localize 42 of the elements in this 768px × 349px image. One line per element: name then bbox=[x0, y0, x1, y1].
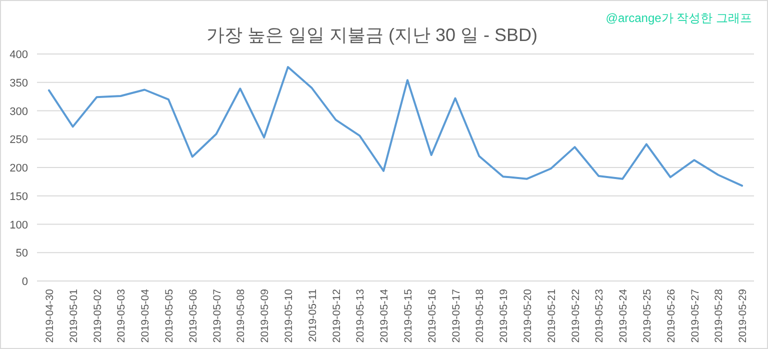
y-tick-label: 250 bbox=[10, 134, 28, 146]
x-tick-label: 2019-05-28 bbox=[713, 288, 726, 343]
x-tick-label: 2019-05-10 bbox=[282, 288, 295, 343]
x-tick-label: 2019-05-13 bbox=[354, 288, 367, 343]
x-tick-label: 2019-05-09 bbox=[259, 288, 272, 343]
x-tick-label: 2019-05-17 bbox=[450, 288, 462, 343]
x-tick-label: 2019-05-20 bbox=[522, 288, 534, 343]
x-tick-label: 2019-05-05 bbox=[163, 288, 176, 343]
chart-title: 가장 높은 일일 지불금 (지난 30 일 - SBD) bbox=[206, 25, 538, 45]
x-tick-label: 2019-05-29 bbox=[737, 288, 750, 343]
y-tick-label: 350 bbox=[10, 77, 28, 90]
x-tick-label: 2019-05-03 bbox=[116, 288, 128, 343]
x-tick-label: 2019-05-15 bbox=[402, 288, 414, 343]
x-tick-label: 2019-05-14 bbox=[378, 288, 391, 343]
y-tick-label: 300 bbox=[10, 106, 28, 118]
x-tick-label: 2019-05-21 bbox=[546, 288, 558, 343]
x-tick-label: 2019-05-06 bbox=[187, 288, 200, 343]
x-tick-label: 2019-05-25 bbox=[641, 288, 654, 343]
y-tick-label: 50 bbox=[16, 248, 28, 260]
line-series bbox=[48, 66, 744, 187]
text: @arcange가 작성한 그래프 bbox=[606, 11, 752, 25]
x-tick-label: 2019-05-02 bbox=[92, 288, 104, 343]
x-tick-label: 2019-05-18 bbox=[474, 288, 486, 343]
y-tick-label: 200 bbox=[10, 162, 28, 174]
y-tick-label: 100 bbox=[10, 219, 28, 232]
x-tick-label: 2019-05-16 bbox=[426, 288, 438, 343]
x-tick-label: 2019-05-08 bbox=[235, 288, 248, 343]
x-tick-label: 2019-05-19 bbox=[498, 288, 510, 343]
x-tick-label: 2019-05-23 bbox=[594, 288, 606, 343]
x-tick-label: 2019-05-07 bbox=[211, 288, 224, 343]
x-tick-label: 2019-05-22 bbox=[570, 288, 582, 343]
x-tick-label: 2019-05-11 bbox=[306, 288, 319, 342]
y-tick-label: 150 bbox=[10, 190, 28, 203]
y-tick-label: 400 bbox=[10, 49, 28, 61]
x-tick-label: 2019-05-04 bbox=[140, 288, 152, 343]
x-tick-label: 2019-05-01 bbox=[68, 288, 80, 343]
x-tick-label: 2019-05-12 bbox=[330, 288, 343, 343]
x-tick-label: 2019-05-27 bbox=[689, 288, 702, 343]
x-tick-label: 2019-05-24 bbox=[618, 288, 630, 343]
y-tick-label: 0 bbox=[22, 276, 28, 288]
x-tick-label: 2019-04-30 bbox=[44, 288, 56, 343]
x-tick-label: 2019-05-26 bbox=[665, 288, 678, 343]
